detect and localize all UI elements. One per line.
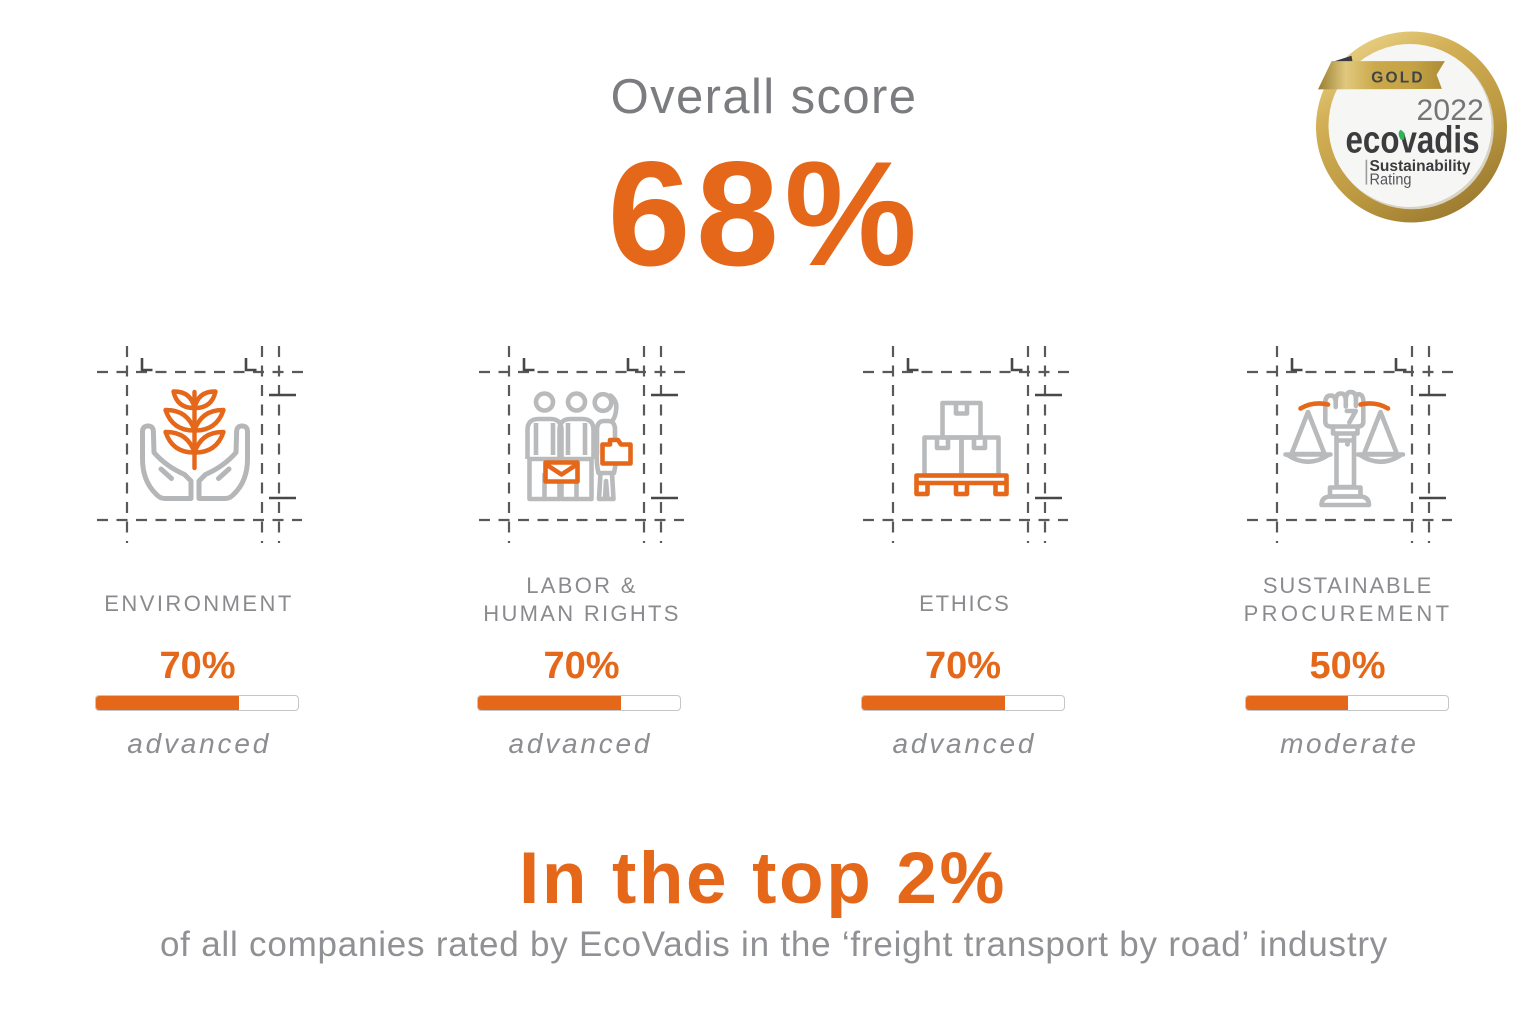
svg-text:ecovadis: ecovadis (1346, 120, 1480, 162)
svg-text:Rating: Rating (1370, 172, 1412, 189)
svg-text:GOLD: GOLD (1371, 69, 1425, 86)
svg-text:Sustainability: Sustainability (1370, 158, 1471, 175)
svg-text:2022: 2022 (1416, 94, 1484, 127)
